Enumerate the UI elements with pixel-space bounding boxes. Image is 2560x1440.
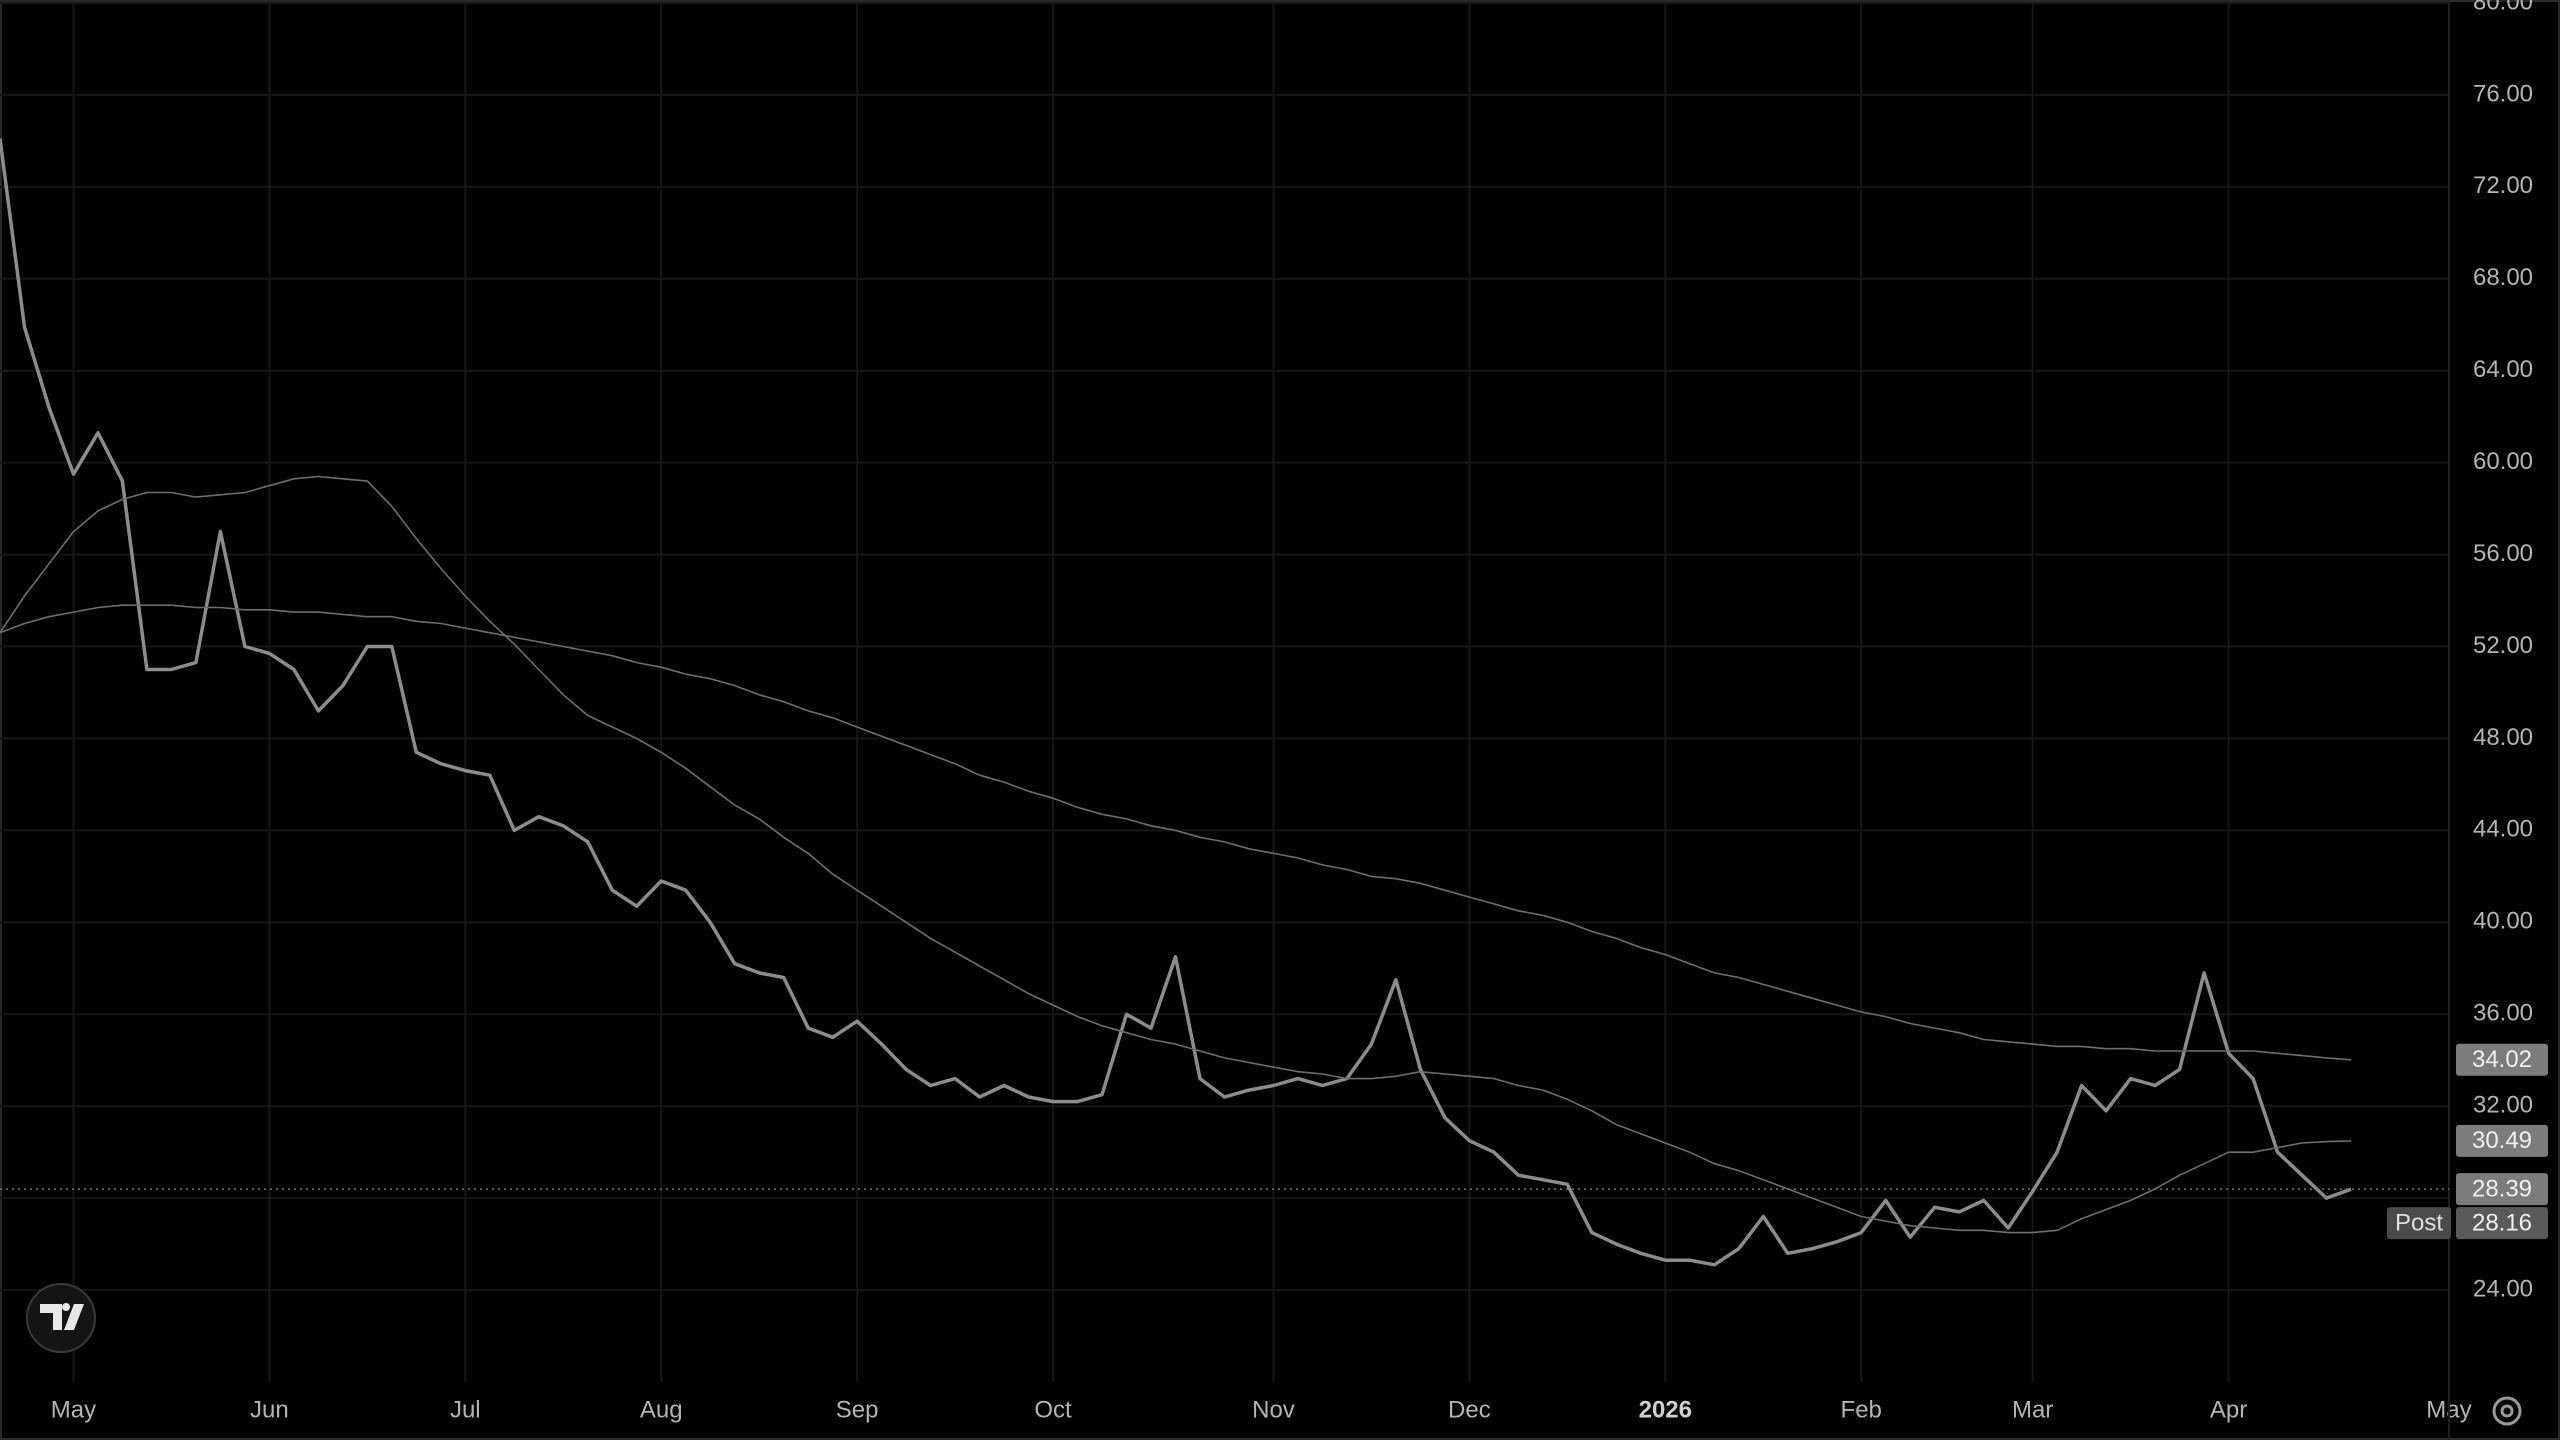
post-box: [2387, 1207, 2451, 1240]
y-tick-label: 52.00: [2473, 632, 2533, 659]
x-tick-label: 2026: [1639, 1396, 1692, 1423]
series-line: [0, 604, 2352, 1061]
value-text: 34.02: [2472, 1046, 2532, 1073]
x-tick-label: May: [51, 1396, 96, 1423]
last-value-label: 30.49: [2456, 1124, 2548, 1157]
y-tick-label: 36.00: [2473, 1000, 2533, 1027]
x-tick-label: Nov: [1252, 1396, 1295, 1423]
last-value-label: 34.02: [2456, 1043, 2548, 1076]
x-tick-label: Oct: [1034, 1396, 1072, 1423]
series-line: [0, 475, 2352, 1234]
x-tick-label: Jul: [450, 1396, 481, 1423]
value-text: 30.49: [2472, 1127, 2532, 1154]
y-tick-label: 72.00: [2473, 172, 2533, 199]
x-tick-label: Dec: [1448, 1396, 1491, 1423]
series-line: [0, 138, 2352, 1267]
y-tick-label: 76.00: [2473, 80, 2533, 107]
y-tick-label: 60.00: [2473, 448, 2533, 475]
x-tick-label: Jun: [250, 1396, 289, 1423]
settings-button[interactable]: [2492, 1396, 2522, 1426]
gear-ring: [2492, 1396, 2522, 1426]
y-tick-label: 32.00: [2473, 1092, 2533, 1119]
x-tick-label: Apr: [2210, 1396, 2247, 1423]
x-tick-label: Feb: [1841, 1396, 1882, 1423]
value-box: [2456, 1124, 2548, 1157]
value-text: 28.16: [2472, 1210, 2532, 1237]
post-market-label: 28.16 Post: [2387, 1207, 2548, 1240]
value-box: [2456, 1207, 2548, 1240]
gear-hub: [2500, 1404, 2514, 1418]
y-tick-label: 64.00: [2473, 356, 2533, 383]
last-value-label: 28.39: [2456, 1173, 2548, 1206]
tradingview-logo[interactable]: [26, 1283, 96, 1353]
logo-mark: [40, 1303, 84, 1330]
y-tick-label: 68.00: [2473, 264, 2533, 291]
y-tick-label: 44.00: [2473, 816, 2533, 843]
value-text: 28.39: [2472, 1176, 2532, 1203]
y-tick-label: 80.00: [2473, 0, 2533, 15]
y-tick-label: 40.00: [2473, 908, 2533, 935]
y-tick-label: 24.00: [2473, 1275, 2533, 1302]
y-tick-label: 48.00: [2473, 724, 2533, 751]
x-tick-label: Aug: [640, 1396, 683, 1423]
x-tick-label: Sep: [836, 1396, 879, 1423]
post-text: Post: [2395, 1210, 2443, 1237]
x-tick-label: Mar: [2012, 1396, 2053, 1423]
value-box: [2456, 1173, 2548, 1206]
value-box: [2456, 1043, 2548, 1076]
y-tick-label: 56.00: [2473, 540, 2533, 567]
